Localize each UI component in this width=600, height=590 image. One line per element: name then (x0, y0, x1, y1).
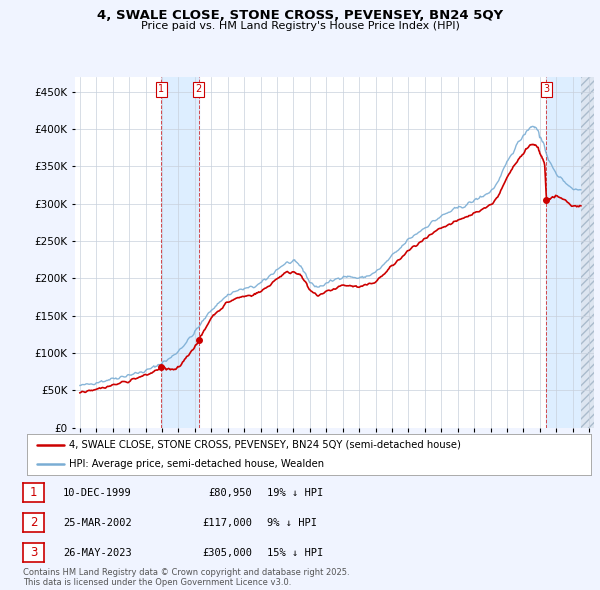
Text: 15% ↓ HPI: 15% ↓ HPI (267, 549, 323, 558)
Text: £305,000: £305,000 (202, 549, 252, 558)
Text: 4, SWALE CLOSE, STONE CROSS, PEVENSEY, BN24 5QY: 4, SWALE CLOSE, STONE CROSS, PEVENSEY, B… (97, 9, 503, 22)
Text: 10-DEC-1999: 10-DEC-1999 (63, 489, 132, 498)
Text: 3: 3 (544, 84, 550, 94)
Text: 4, SWALE CLOSE, STONE CROSS, PEVENSEY, BN24 5QY (semi-detached house): 4, SWALE CLOSE, STONE CROSS, PEVENSEY, B… (70, 440, 461, 450)
Bar (161, 77, 199, 428)
Text: Price paid vs. HM Land Registry's House Price Index (HPI): Price paid vs. HM Land Registry's House … (140, 21, 460, 31)
Text: 26-MAY-2023: 26-MAY-2023 (63, 549, 132, 558)
Text: £80,950: £80,950 (208, 489, 252, 498)
Text: 25-MAR-2002: 25-MAR-2002 (63, 519, 132, 528)
Text: 1: 1 (158, 84, 164, 94)
Text: 9% ↓ HPI: 9% ↓ HPI (267, 519, 317, 528)
Text: 2: 2 (30, 516, 37, 529)
Text: £117,000: £117,000 (202, 519, 252, 528)
Bar (581, 77, 600, 428)
Text: 1: 1 (30, 486, 37, 499)
Text: HPI: Average price, semi-detached house, Wealden: HPI: Average price, semi-detached house,… (70, 459, 325, 469)
Text: 3: 3 (30, 546, 37, 559)
Text: 19% ↓ HPI: 19% ↓ HPI (267, 489, 323, 498)
Bar (547, 77, 581, 428)
Text: Contains HM Land Registry data © Crown copyright and database right 2025.
This d: Contains HM Land Registry data © Crown c… (23, 568, 349, 587)
Bar (581, 77, 600, 428)
Text: 2: 2 (196, 84, 202, 94)
